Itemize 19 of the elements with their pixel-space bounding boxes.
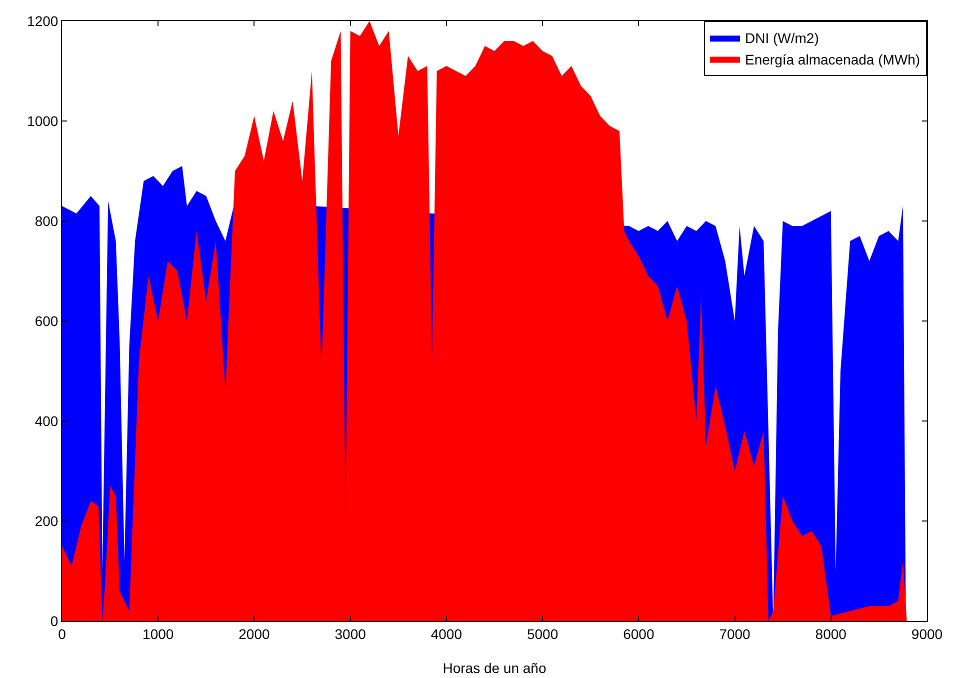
x-tick-label: 1000 bbox=[142, 626, 174, 642]
x-tick-label: 7000 bbox=[719, 626, 751, 642]
y-tick-label: 800 bbox=[34, 212, 58, 229]
legend-label: Energía almacenada (MWh) bbox=[745, 51, 920, 68]
x-tick-label: 6000 bbox=[623, 626, 654, 642]
x-tick-label: 4000 bbox=[430, 626, 462, 642]
y-tick-label: 200 bbox=[34, 512, 58, 529]
y-tick-label: 600 bbox=[34, 312, 58, 329]
x-axis-title: Horas de un año bbox=[442, 660, 546, 676]
y-tick-label: 1000 bbox=[27, 112, 58, 129]
y-tick-label: 0 bbox=[50, 612, 58, 629]
x-tick-label: 5000 bbox=[526, 626, 558, 642]
x-tick-label: 9000 bbox=[911, 626, 943, 642]
x-tick-label: 3000 bbox=[334, 626, 366, 642]
legend-label: DNI (W/m2) bbox=[745, 30, 819, 46]
y-tick-label: 1200 bbox=[27, 12, 58, 29]
x-tick-label: 8000 bbox=[815, 626, 847, 642]
x-tick-label: 2000 bbox=[238, 626, 270, 642]
y-tick-label: 400 bbox=[34, 412, 58, 429]
